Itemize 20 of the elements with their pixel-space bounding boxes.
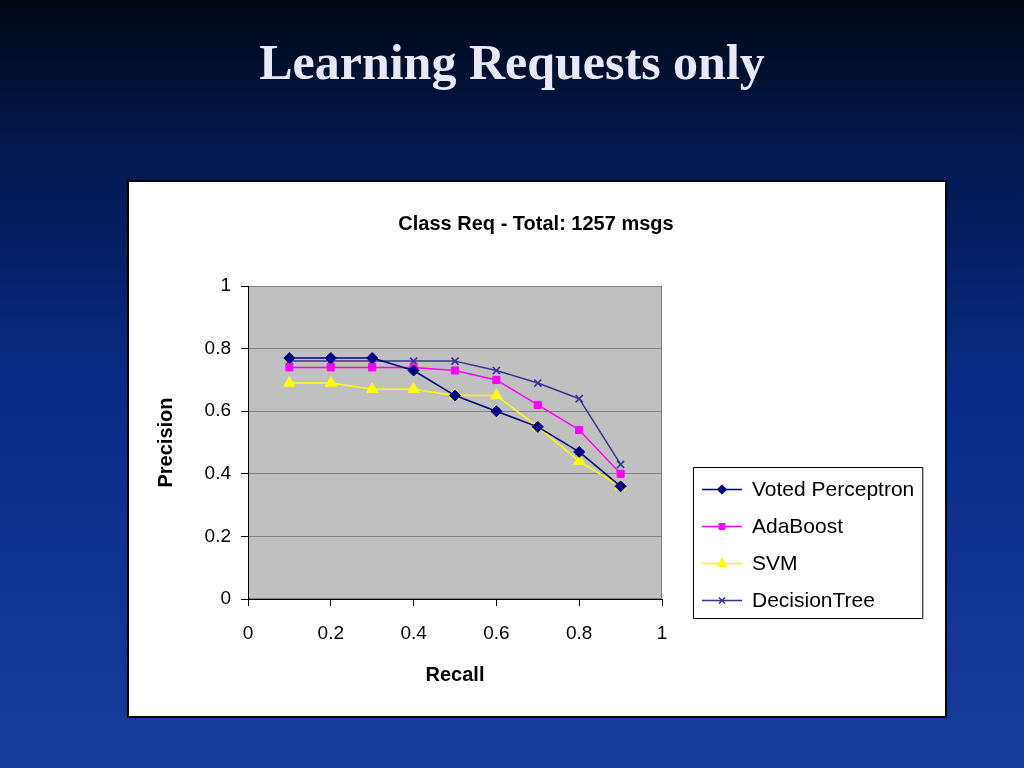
x-tick-label: 0.4 — [400, 621, 428, 643]
legend-label: AdaBoost — [752, 514, 844, 538]
y-tick-label: 0.6 — [204, 399, 231, 421]
chart-subtitle: Class Req - Total: 1257 msgs — [398, 211, 674, 234]
legend-label: DecisionTree — [752, 588, 875, 612]
x-tick-label: 0.6 — [483, 621, 510, 643]
legend-label: SVM — [752, 551, 798, 575]
x-tick-label: 1 — [656, 621, 668, 643]
y-tick-label: 0.8 — [204, 336, 231, 358]
x-tick-label: 0 — [242, 621, 254, 643]
x-axis-title: Recall — [425, 662, 485, 685]
y-axis-title: Precision — [153, 397, 176, 488]
y-tick-label: 1 — [220, 274, 231, 296]
x-tick-label: 0.2 — [317, 621, 345, 643]
y-tick-label: 0 — [220, 587, 231, 609]
y-tick-label: 0.2 — [204, 524, 231, 546]
x-tick-label: 0.8 — [565, 621, 593, 643]
y-tick-label: 0.4 — [204, 462, 232, 484]
legend-label: Voted Perceptron — [752, 477, 915, 501]
chart-title: Learning Requests only — [259, 33, 765, 90]
